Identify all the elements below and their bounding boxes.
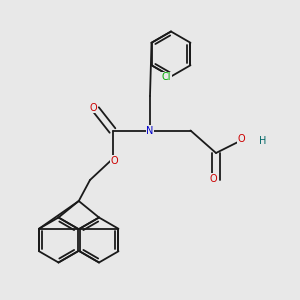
Text: Cl: Cl (162, 72, 171, 82)
Text: O: O (110, 155, 118, 166)
Text: N: N (146, 125, 154, 136)
Text: H: H (259, 136, 266, 146)
Text: O: O (209, 173, 217, 184)
Text: O: O (238, 134, 245, 145)
Text: O: O (89, 103, 97, 113)
